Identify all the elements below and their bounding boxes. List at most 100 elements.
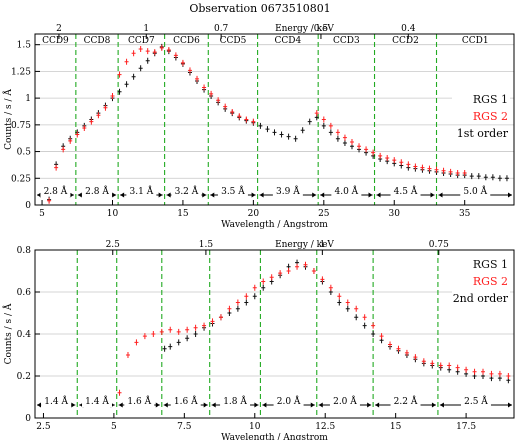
- ccd-width-label-bg: [460, 396, 491, 407]
- ccd-width-label: 5.0 Å: [463, 185, 487, 197]
- top-axis-tick-label: 2: [56, 24, 62, 34]
- arrowhead-left: [438, 192, 443, 198]
- arrowhead-left: [320, 192, 325, 198]
- ccd-label: CCD2: [392, 36, 419, 46]
- arrowhead-left: [211, 402, 216, 408]
- x-tick-label: 7.5: [177, 422, 192, 432]
- y-tick-label: 0.4: [17, 330, 32, 340]
- arrowhead-left: [375, 402, 380, 408]
- y-tick-label: 1.5: [17, 41, 32, 51]
- data-point: [138, 45, 143, 52]
- data-point: [364, 146, 369, 153]
- x-tick-label: 15: [390, 422, 402, 432]
- data-point: [176, 328, 181, 335]
- data-point: [455, 169, 460, 176]
- legend-entry-bg: [452, 274, 510, 288]
- data-point: [413, 354, 418, 361]
- data-point: [195, 75, 200, 82]
- x-tick-label: 10: [249, 422, 261, 432]
- x-tick-label: 15: [177, 209, 189, 219]
- ccd-width-label: 2.0 Å: [277, 395, 301, 407]
- data-point: [303, 261, 308, 268]
- y-tick-label: 1.25: [11, 67, 31, 77]
- data-point: [269, 274, 274, 281]
- data-point: [176, 339, 181, 346]
- legend-entry: 1st order: [457, 127, 509, 140]
- y-tick-label: 0.5: [17, 148, 32, 158]
- data-point: [235, 299, 240, 306]
- data-point: [434, 166, 439, 173]
- y-tick-label: 0.75: [11, 121, 31, 131]
- x-tick-label: 2.5: [36, 422, 51, 432]
- ccd-width-label: 4.5 Å: [394, 185, 418, 197]
- arrowhead-right: [112, 192, 117, 198]
- y-tick-label: 0.8: [17, 246, 32, 256]
- arrowhead-left: [120, 192, 125, 198]
- data-point: [117, 88, 122, 95]
- ccd-width-label-bg: [171, 186, 202, 197]
- x-tick-label: 20: [248, 209, 260, 219]
- ccd-width-label: 2.5 Å: [464, 395, 488, 407]
- ccd-label: CCD4: [275, 36, 302, 46]
- arrowhead-left: [262, 402, 267, 408]
- data-point: [371, 331, 376, 337]
- data-point: [235, 305, 240, 312]
- data-point: [362, 314, 367, 321]
- data-point: [261, 278, 266, 285]
- data-point: [438, 362, 443, 369]
- data-point: [354, 314, 359, 321]
- data-point: [124, 58, 129, 65]
- data-point: [210, 318, 215, 325]
- data-point: [110, 92, 115, 99]
- ccd-width-label: 2.0 Å: [333, 395, 357, 407]
- ccd-width-label-bg: [220, 396, 251, 407]
- top-axis-tick-label: 0.5: [314, 24, 329, 34]
- data-point: [337, 293, 342, 300]
- data-point: [481, 368, 486, 375]
- data-point: [455, 364, 460, 371]
- arrowhead-left: [77, 192, 82, 198]
- arrowhead-left: [210, 192, 215, 198]
- data-point: [342, 134, 347, 141]
- data-point: [209, 90, 214, 97]
- data-point: [469, 173, 474, 180]
- data-point: [159, 44, 164, 51]
- plot-frame: [34, 33, 515, 206]
- data-point: [227, 305, 232, 312]
- data-point: [244, 293, 249, 300]
- arrowhead-left: [118, 402, 123, 408]
- data-point: [300, 127, 305, 134]
- data-point: [379, 333, 384, 340]
- arrowhead-left: [37, 402, 41, 408]
- legend-entry-bg: [452, 109, 510, 123]
- data-point: [193, 331, 198, 337]
- ccd-width-label: 3.1 Å: [130, 185, 154, 197]
- data-point: [371, 322, 376, 329]
- ccd-width-label-bg: [273, 396, 304, 407]
- data-point: [328, 122, 333, 129]
- data-point: [441, 167, 446, 174]
- data-point: [272, 129, 277, 136]
- x-axis-label: Wavelength / Angstrom: [221, 220, 328, 230]
- data-point: [311, 268, 316, 274]
- arrowhead-right: [69, 192, 74, 198]
- data-point: [345, 299, 350, 306]
- data-point: [357, 143, 362, 150]
- data-point: [89, 118, 94, 125]
- data-point: [117, 389, 122, 396]
- ccd-width-label-bg: [40, 186, 71, 197]
- data-point: [472, 368, 477, 375]
- legend-entry: RGS 2: [473, 110, 508, 123]
- ccd-label: CCD9: [42, 36, 69, 46]
- data-point: [448, 168, 453, 175]
- data-point: [506, 373, 511, 379]
- data-point: [166, 47, 171, 54]
- top-axis-tick-label: 2.5: [106, 240, 121, 250]
- data-point: [354, 305, 359, 312]
- data-point: [345, 305, 350, 312]
- data-point: [314, 110, 319, 117]
- top-axis-tick-label: 0.7: [214, 24, 229, 34]
- ccd-label: CCD5: [220, 36, 247, 46]
- data-point: [406, 161, 411, 168]
